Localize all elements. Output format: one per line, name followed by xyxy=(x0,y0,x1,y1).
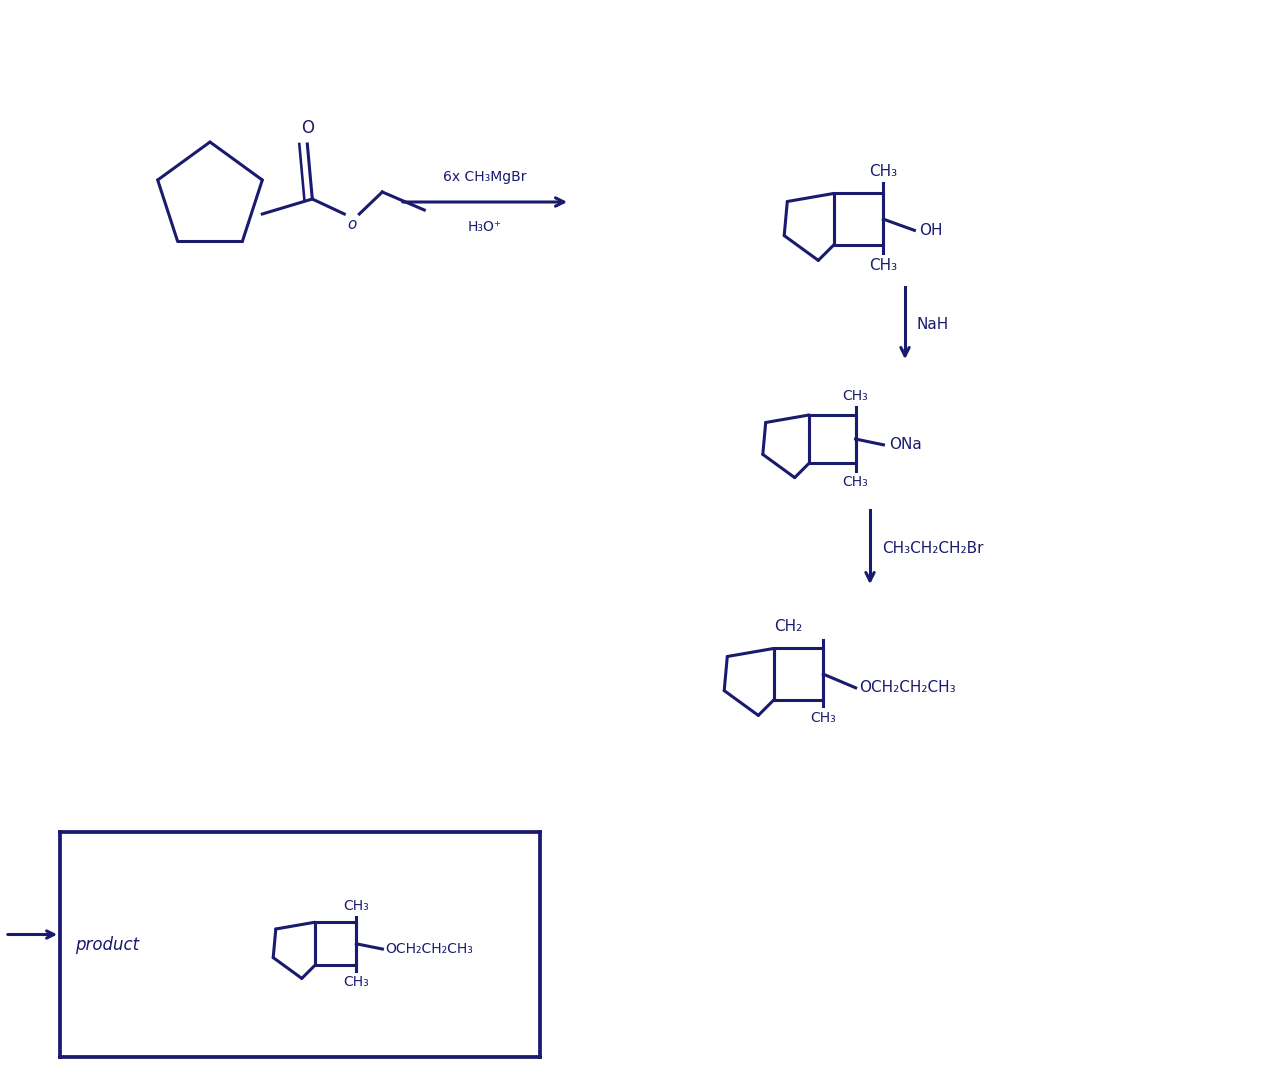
Text: product: product xyxy=(76,936,140,953)
Text: o: o xyxy=(347,217,357,232)
Text: CH₃: CH₃ xyxy=(869,257,897,272)
Text: NaH: NaH xyxy=(916,317,950,332)
Text: OCH₂CH₂CH₃: OCH₂CH₂CH₃ xyxy=(859,681,955,696)
Text: CH₃: CH₃ xyxy=(842,389,868,403)
Text: OCH₂CH₂CH₃: OCH₂CH₂CH₃ xyxy=(385,942,474,956)
Text: CH₂: CH₂ xyxy=(774,619,803,634)
Text: CH₃CH₂CH₂Br: CH₃CH₂CH₂Br xyxy=(882,541,983,556)
Text: O: O xyxy=(301,119,314,137)
Text: 6x CH₃MgBr: 6x CH₃MgBr xyxy=(443,170,527,184)
Text: OH: OH xyxy=(919,223,943,238)
Text: ONa: ONa xyxy=(890,437,923,452)
Text: CH₃: CH₃ xyxy=(842,475,868,489)
Text: CH₃: CH₃ xyxy=(343,898,369,912)
Text: CH₃: CH₃ xyxy=(343,976,369,989)
Text: CH₃: CH₃ xyxy=(810,712,836,726)
Text: H₃O⁺: H₃O⁺ xyxy=(468,220,502,234)
Text: CH₃: CH₃ xyxy=(869,164,897,179)
